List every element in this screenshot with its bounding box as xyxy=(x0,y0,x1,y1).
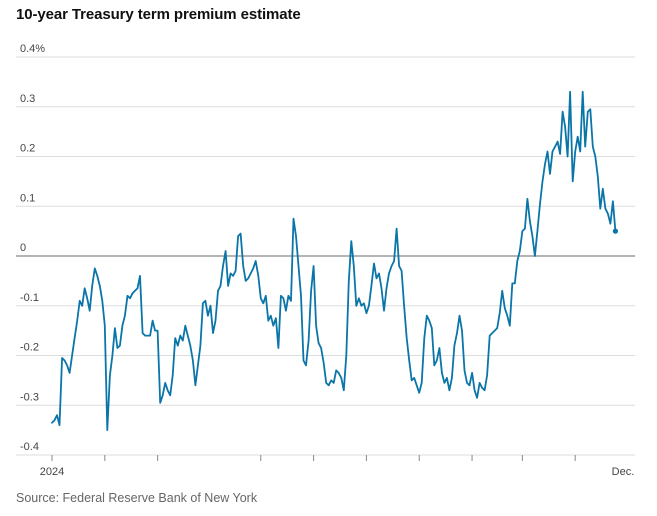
y-tick-label: -0.3 xyxy=(20,391,39,403)
last-point-marker xyxy=(612,228,619,234)
y-tick-label: -0.4 xyxy=(20,441,39,453)
series-layer xyxy=(51,90,619,432)
series-line xyxy=(51,90,617,432)
y-tick-label: 0.2 xyxy=(20,143,35,155)
x-tick-label: 2024 xyxy=(40,466,64,478)
y-axis-labels: 0.4% 0.3 0.2 0.1 0 -0.1 -0.2 -0.3 -0.4 xyxy=(20,43,45,453)
y-tick-label: -0.2 xyxy=(20,342,39,354)
y-tick-label: 0.3 xyxy=(20,93,35,105)
y-tick-label: 0.1 xyxy=(20,192,35,204)
source-note: Source: Federal Reserve Bank of New York xyxy=(16,491,258,505)
chart-title: 10-year Treasury term premium estimate xyxy=(16,6,301,23)
x-axis-ticks: 2024 Dec. xyxy=(40,455,635,478)
y-tick-label: -0.1 xyxy=(20,292,39,304)
gridlines xyxy=(16,56,635,456)
x-tick-label: Dec. xyxy=(612,466,635,478)
y-tick-label: 0 xyxy=(20,242,26,254)
y-tick-label: 0.4% xyxy=(20,43,45,55)
